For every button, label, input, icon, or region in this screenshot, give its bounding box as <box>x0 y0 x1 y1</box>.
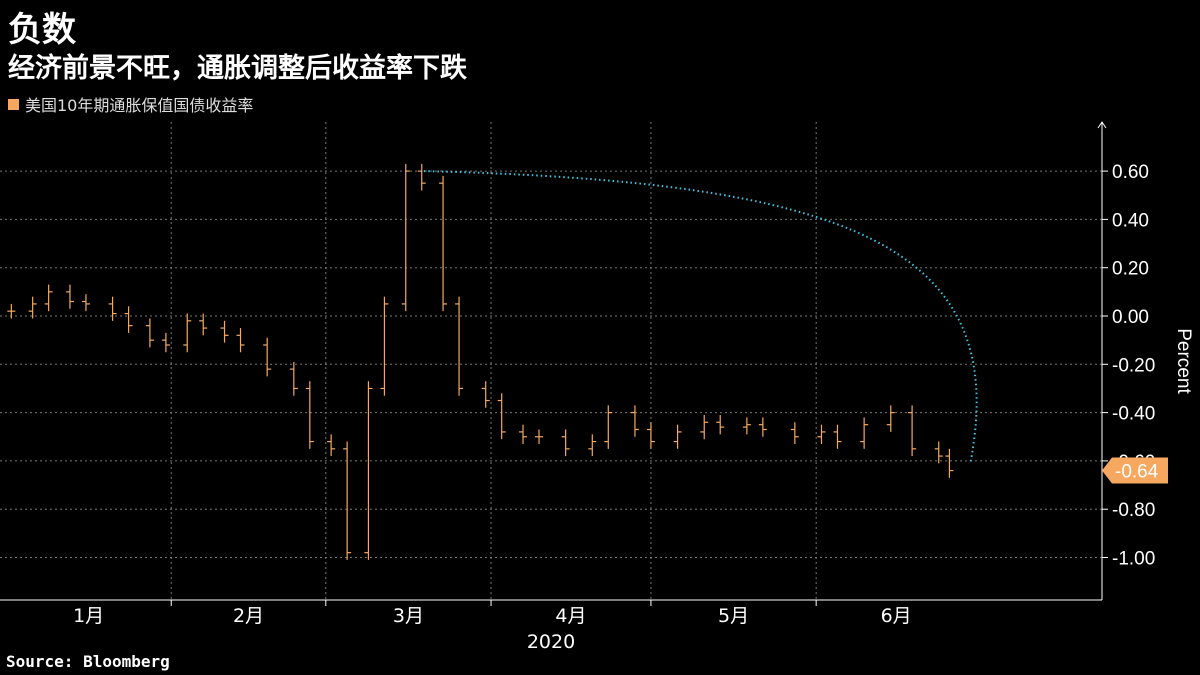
ohlc-bar <box>604 405 613 449</box>
ohlc-bar <box>833 424 842 449</box>
ohlc-bar <box>28 296 37 319</box>
x-tick-label: 2月 <box>233 605 264 627</box>
ohlc-bar <box>817 424 826 444</box>
x-tick-label: 6月 <box>881 605 912 627</box>
ohlc-bar <box>108 296 117 321</box>
ohlc-bar <box>742 417 751 435</box>
x-tick-label: 1月 <box>73 605 104 627</box>
ohlc-bar <box>519 424 528 444</box>
ohlc-bar <box>455 296 464 396</box>
ohlc-bar <box>535 429 543 444</box>
ohlc-bar <box>65 284 74 309</box>
ohlc-bar <box>183 313 192 353</box>
ohlc-bar <box>886 405 895 432</box>
ohlc-bar <box>380 296 389 396</box>
annotation-arrow <box>423 170 978 463</box>
x-axis-year: 2020 <box>527 631 575 653</box>
ohlc-bar <box>236 328 245 353</box>
ohlc-bar <box>305 381 314 449</box>
ohlc-bar <box>343 441 352 560</box>
y-tick-label: -0.20 <box>1112 355 1155 376</box>
ohlc-bar <box>7 303 16 319</box>
ohlc-bar <box>561 429 570 457</box>
ohlc-bar <box>646 422 655 449</box>
ohlc-bar <box>716 415 725 435</box>
ohlc-bar <box>934 441 943 464</box>
y-tick-label: -0.40 <box>1112 404 1155 425</box>
ohlc-bar <box>673 424 682 449</box>
ohlc-bar <box>161 332 170 353</box>
ohlc-bar <box>790 422 799 444</box>
source-note: Source: Bloomberg <box>6 652 170 671</box>
ohlc-bar <box>145 318 154 348</box>
ohlc-bar <box>44 284 53 312</box>
y-tick-label: -1.00 <box>1112 549 1155 570</box>
chart-title: 负数 <box>8 10 76 50</box>
last-value-label: -0.64 <box>1115 462 1159 483</box>
ohlc-bar <box>908 405 917 457</box>
chart-subtitle: 经济前景不旺，通胀调整后收益率下跌 <box>8 53 467 84</box>
ohlc-bar <box>439 175 448 312</box>
y-tick-label: 0.00 <box>1112 307 1149 328</box>
ohlc-bar <box>630 405 639 437</box>
y-tick-label: 0.20 <box>1112 259 1149 280</box>
ohlc-bar <box>124 306 133 333</box>
ohlc-bar <box>263 337 272 377</box>
ohlc-bar <box>289 361 298 396</box>
x-tick-label: 3月 <box>393 605 424 627</box>
ohlc-bar <box>860 417 869 449</box>
ohlc-bar <box>364 381 373 560</box>
ohlc-bar <box>588 434 597 457</box>
ohlc-bar <box>700 415 709 440</box>
y-tick-label: 0.60 <box>1112 162 1149 183</box>
ohlc-bar <box>401 163 410 312</box>
y-tick-label: 0.40 <box>1112 210 1149 231</box>
y-axis-arrow <box>1097 121 1107 129</box>
last-value-callout: -0.64 <box>1102 457 1168 484</box>
ohlc-bar <box>497 393 506 440</box>
ohlc-bar <box>417 163 426 191</box>
legend-swatch <box>8 98 19 110</box>
ohlc-bar <box>945 448 954 478</box>
ohlc-bar <box>220 320 229 343</box>
legend-label: 美国10年期通胀保值国债收益率 <box>25 96 254 115</box>
ohlc-bar <box>758 417 767 437</box>
y-tick-label: -0.80 <box>1112 500 1155 521</box>
x-tick-label: 5月 <box>718 605 749 627</box>
ohlc-bar <box>199 313 208 336</box>
ohlc-bar <box>481 381 490 408</box>
ohlc-bar <box>81 294 90 312</box>
x-tick-label: 4月 <box>555 605 586 627</box>
legend: 美国10年期通胀保值国债收益率 <box>8 92 253 116</box>
y-axis-title: Percent <box>1173 328 1194 394</box>
ohlc-bar <box>327 434 336 457</box>
